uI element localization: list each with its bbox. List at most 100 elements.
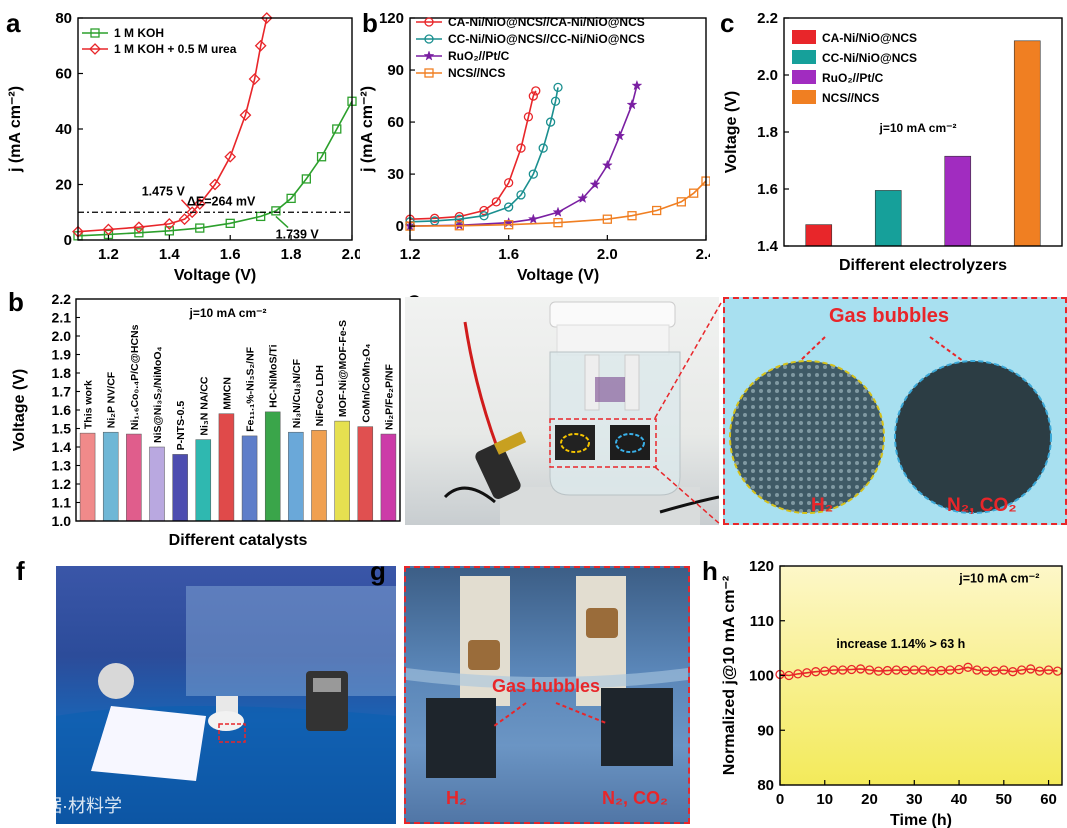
- photo-e-zoom: Gas bubbles H₂ N₂, CO₂: [723, 297, 1067, 525]
- y-tick-label: 90: [387, 62, 404, 79]
- panel-c: c 1.4 1.6 1.8 2.0 2.2 Different electrolyzers…: [712, 0, 1067, 285]
- data-point: [589, 178, 601, 190]
- data-point: [209, 178, 221, 191]
- data-point: [1034, 666, 1045, 676]
- data-point: [626, 98, 638, 110]
- annotation-arrow: [275, 215, 289, 229]
- data-point: [793, 669, 803, 679]
- panel-a: a 1.2 1.4 1.6 1.8 2.0 0 20 40 60 80 Voltage (V) j (…: [0, 0, 360, 285]
- data-point: [838, 665, 848, 675]
- data-point: [652, 205, 662, 216]
- annotation: j=10 mA cm⁻²: [958, 571, 1039, 585]
- data-point: [601, 159, 613, 171]
- h2-label-e: H₂: [811, 495, 834, 516]
- x-axis-label: Voltage (V): [174, 267, 256, 284]
- data-point: [909, 665, 919, 675]
- data-point: [1026, 664, 1036, 674]
- y-tick-label: 2.1: [52, 310, 72, 326]
- gas-bubbles-label-e: Gas bubbles: [829, 305, 950, 327]
- legend-label: NCS//NCS: [448, 66, 505, 80]
- data-point: [945, 665, 955, 675]
- legend-marker: [424, 68, 434, 78]
- series-line-0: [77, 100, 353, 237]
- y-tick-label: 1.0: [52, 513, 72, 529]
- data-point: [972, 665, 982, 675]
- bar-label: P-NTS-0.5: [175, 401, 187, 451]
- series-line-0: [409, 90, 537, 220]
- data-point: [614, 130, 626, 141]
- data-point: [504, 202, 514, 212]
- bar-label: NiFeCo LDH: [314, 365, 326, 426]
- photo-f-drawing: [56, 586, 396, 824]
- data-point: [225, 218, 235, 229]
- data-point: [954, 664, 964, 675]
- y-tick-label: 1.3: [52, 458, 72, 474]
- bar-7: [241, 435, 258, 522]
- data-point: [193, 198, 206, 210]
- series-line-3: [409, 180, 707, 227]
- data-point: [430, 213, 440, 223]
- data-point: [178, 213, 191, 226]
- panel-e: e: [405, 285, 1067, 530]
- x-tick-label: 1.8: [281, 246, 302, 263]
- data-point: [186, 206, 199, 219]
- bar-4: [172, 454, 188, 522]
- data-point: [516, 190, 526, 200]
- legend-marker: [424, 17, 434, 27]
- data-point: [882, 665, 893, 676]
- data-point: [102, 223, 115, 236]
- legend-label: CA-Ni/NiO@NCS: [822, 31, 917, 45]
- chart-h: 0 10 20 30 40 50 60 80 90 100 110 120 Time (h) Normal…: [721, 558, 1063, 828]
- bar-8: [264, 411, 281, 522]
- photo-e-cell-drawing: [443, 301, 719, 525]
- legend-label: 1 M KOH: [114, 26, 164, 40]
- legend-label: RuO₂//Pt/C: [448, 49, 510, 63]
- bar-0: [805, 224, 833, 247]
- x-axis-label: Different catalysts: [169, 532, 308, 549]
- data-point: [918, 665, 928, 675]
- data-point: [1008, 667, 1018, 677]
- data-point: [163, 217, 176, 230]
- chart-a: 1.2 1.4 1.6 1.8 2.0 0 20 40 60 80 Voltage (V) j (mA…: [7, 10, 360, 284]
- y-tick-label: 1.6: [52, 402, 72, 418]
- data-point: [332, 124, 342, 134]
- y-tick-label: 1.1: [52, 495, 72, 511]
- bar-3: [149, 446, 165, 522]
- bar-label: MMCN: [221, 377, 233, 410]
- data-point: [164, 226, 174, 236]
- y-tick-label: 1.4: [52, 439, 72, 455]
- bar-11: [334, 420, 350, 522]
- x-axis-label: Voltage (V): [517, 267, 599, 284]
- annotation: ΔE=264 mV: [187, 194, 256, 208]
- legend-label: CA-Ni/NiO@NCS//CA-Ni/NiO@NCS: [448, 15, 645, 29]
- bar-label: NiS@Ni₃S₂/NiMoO₄: [152, 346, 164, 443]
- data-point: [553, 218, 563, 228]
- data-point: [316, 152, 327, 162]
- data-point: [631, 79, 643, 91]
- panel-label-b-bottom: b: [8, 287, 24, 317]
- y-tick-label: 1.2: [52, 476, 72, 492]
- photo-g-electrodes: Gas bubbles H₂ N₂, CO₂: [404, 566, 690, 824]
- photo-g-drawing: [406, 576, 688, 778]
- y-tick-label: 20: [55, 177, 72, 194]
- panel-g: g Gas bubbles H₂ N₂, CO₂: [370, 556, 700, 828]
- data-point: [271, 206, 281, 216]
- y-tick-label: 1.7: [52, 384, 72, 400]
- bar-label: MOF-Ni@MOF-Fe-S: [337, 320, 349, 417]
- x-tick-label: 60: [1040, 791, 1057, 808]
- bar-label: Ni₃N NA/CC: [198, 376, 210, 436]
- data-point: [248, 73, 261, 85]
- panel-label-g: g: [370, 556, 386, 586]
- x-tick-label: 1.6: [220, 246, 241, 263]
- data-point: [531, 86, 541, 96]
- x-axis-label: Different electrolyzers: [839, 257, 1007, 274]
- data-point: [553, 82, 563, 93]
- y-tick-label: 1.6: [757, 181, 778, 198]
- bar-label: Ni₂P NV/CF: [106, 371, 118, 428]
- y-tick-label: 120: [749, 558, 774, 575]
- bar-label: Ni₁.₆Co₀.₄P/C@HCNs: [129, 324, 141, 430]
- annotation: j=10 mA cm⁻²: [189, 306, 267, 320]
- legend-marker: [424, 34, 434, 44]
- photo-e-zoom-drawing: [729, 336, 1052, 514]
- panel-label-f: f: [16, 556, 25, 586]
